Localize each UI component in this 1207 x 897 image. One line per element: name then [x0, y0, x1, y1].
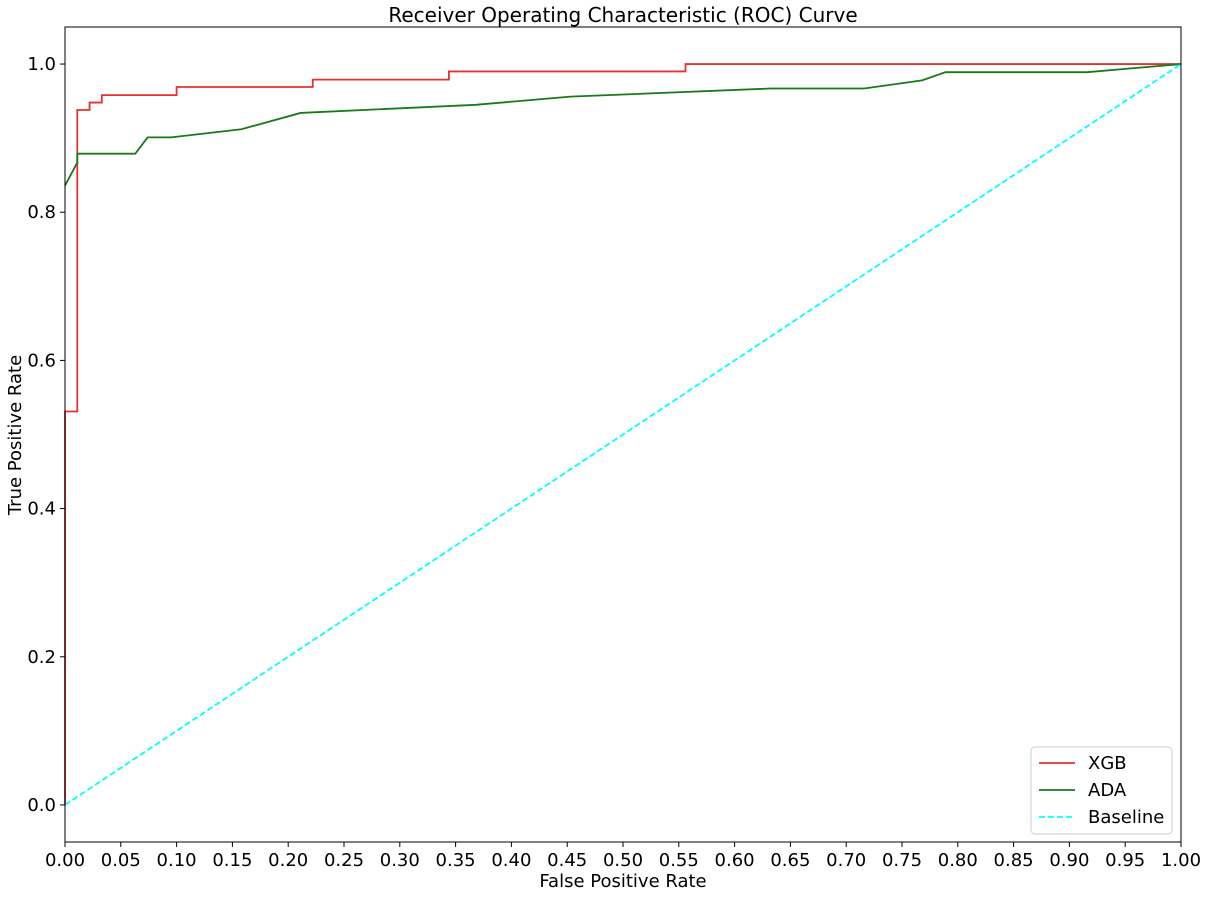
- x-axis: 0.00 0.05 0.10 0.15 0.20 0.25 0.30 0.35 0.40 0.45…: [45, 842, 1201, 871]
- y-tick-label: 0.8: [27, 202, 56, 223]
- series-line-ada: [64, 63, 1182, 186]
- series-line-xgb: [64, 63, 1181, 805]
- x-tick-label: 0.80: [938, 850, 978, 871]
- legend-label-ada: ADA: [1088, 780, 1127, 801]
- series-layer: [64, 63, 1182, 806]
- x-tick-label: 0.70: [826, 850, 866, 871]
- x-tick-label: 0.10: [157, 850, 197, 871]
- y-axis: 0.0 0.2 0.4 0.6 0.8 1.0: [27, 54, 65, 816]
- x-tick-label: 0.35: [436, 850, 476, 871]
- series-line-baseline: [64, 63, 1182, 806]
- legend-label-xgb: XGB: [1088, 753, 1127, 774]
- x-tick-label: 0.55: [659, 850, 699, 871]
- x-tick-label: 0.15: [212, 850, 252, 871]
- legend-label-baseline: Baseline: [1088, 807, 1164, 828]
- y-tick-label: 1.0: [27, 54, 56, 75]
- y-tick-label: 0.6: [27, 350, 56, 371]
- chart-title: Receiver Operating Characteristic (ROC) …: [388, 3, 857, 27]
- x-tick-label: 1.00: [1161, 850, 1201, 871]
- x-tick-label: 0.05: [101, 850, 141, 871]
- x-tick-label: 0.40: [491, 850, 531, 871]
- x-tick-label: 0.00: [45, 850, 85, 871]
- y-tick-label: 0.0: [27, 795, 56, 816]
- x-tick-label: 0.85: [994, 850, 1034, 871]
- x-tick-label: 0.20: [268, 850, 308, 871]
- x-axis-title: False Positive Rate: [539, 871, 706, 892]
- x-tick-label: 0.60: [715, 850, 755, 871]
- x-tick-label: 0.50: [603, 850, 643, 871]
- x-tick-label: 0.25: [324, 850, 364, 871]
- y-axis-title: True Positive Rate: [5, 355, 26, 516]
- x-tick-label: 0.30: [380, 850, 420, 871]
- y-tick-label: 0.4: [27, 499, 56, 520]
- x-tick-label: 0.75: [882, 850, 922, 871]
- legend-box: [1030, 746, 1173, 835]
- legend: XGB ADA Baseline: [1030, 746, 1173, 835]
- x-tick-label: 0.90: [1049, 850, 1089, 871]
- x-tick-label: 0.65: [770, 850, 810, 871]
- x-tick-label: 0.95: [1105, 850, 1145, 871]
- y-tick-label: 0.2: [27, 647, 56, 668]
- x-tick-label: 0.45: [547, 850, 587, 871]
